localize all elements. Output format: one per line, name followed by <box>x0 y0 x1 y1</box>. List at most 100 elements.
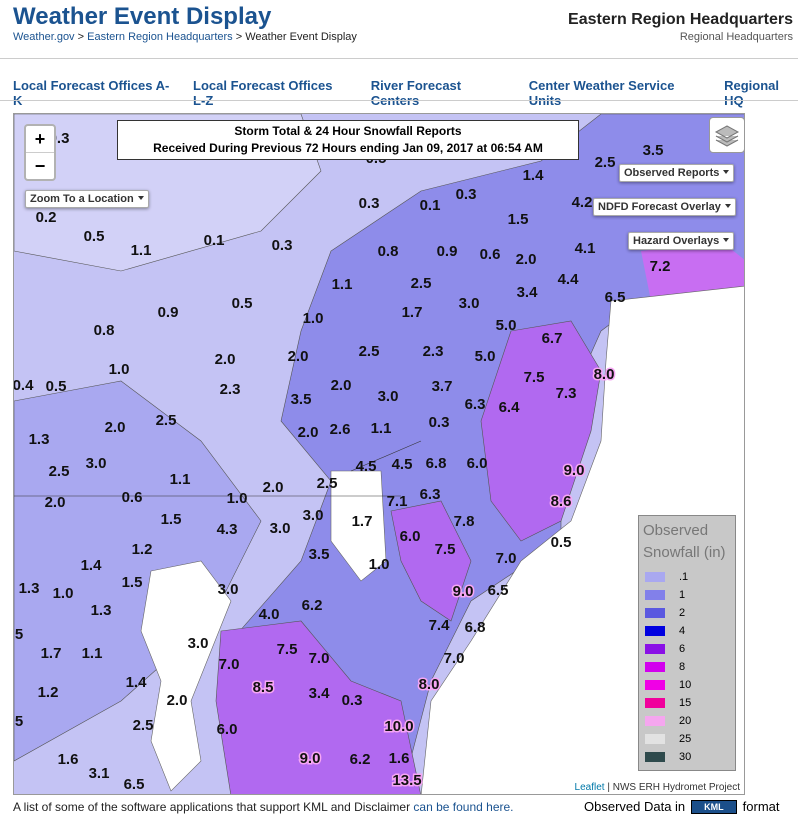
snowfall-label[interactable]: 2.0 <box>167 692 188 709</box>
kml-badge[interactable]: KML <box>691 799 737 814</box>
snowfall-label[interactable]: 2.0 <box>215 351 236 368</box>
snowfall-label[interactable]: 2.5 <box>359 343 380 360</box>
snowfall-label[interactable]: 5.0 <box>475 348 496 365</box>
snowfall-label[interactable]: 3.0 <box>218 581 239 598</box>
footer-link[interactable]: can be found here. <box>413 800 514 814</box>
snowfall-label[interactable]: 2.0 <box>298 424 319 441</box>
snowfall-label[interactable]: 3.0 <box>270 520 291 537</box>
snowfall-label[interactable]: 2.6 <box>330 421 351 438</box>
snowfall-label[interactable]: 6.0 <box>217 721 238 738</box>
snowfall-label[interactable]: 3.0 <box>303 507 324 524</box>
snowfall-label[interactable]: 7.0 <box>219 656 240 673</box>
snowfall-label[interactable]: 3.0 <box>459 295 480 312</box>
snowfall-label[interactable]: 1.2 <box>38 684 59 701</box>
zoom-in[interactable]: + <box>26 126 54 153</box>
snowfall-label[interactable]: 0.1 <box>204 232 225 249</box>
snowfall-label[interactable]: 0.5 <box>551 534 572 551</box>
snowfall-label[interactable]: 6.5 <box>124 776 145 793</box>
snowfall-label[interactable]: 3.1 <box>89 765 110 782</box>
snowfall-label[interactable]: 4.5 <box>392 456 413 473</box>
nav-link[interactable]: Local Forecast Offices L-Z <box>193 78 333 108</box>
snowfall-label[interactable]: 3.7 <box>432 378 453 395</box>
snowfall-label[interactable]: 0.8 <box>94 322 115 339</box>
snowfall-label[interactable]: 3.5 <box>291 391 312 408</box>
snowfall-label[interactable]: 2.0 <box>263 479 284 496</box>
snowfall-label[interactable]: 4.3 <box>217 521 238 538</box>
snowfall-label[interactable]: 1.0 <box>303 310 324 327</box>
snowfall-label[interactable]: 7.5 <box>277 641 298 658</box>
snowfall-label[interactable]: 3.0 <box>378 388 399 405</box>
snowfall-label[interactable]: 1.7 <box>402 304 423 321</box>
snowfall-label[interactable]: 3.4 <box>309 685 331 702</box>
snowfall-label[interactable]: 7.2 <box>650 258 671 275</box>
attribution-link[interactable]: Leaflet <box>574 782 605 793</box>
snowfall-label[interactable]: 4.4 <box>558 271 580 288</box>
snowfall-label[interactable]: 8.5 <box>251 678 275 698</box>
snowfall-label[interactable]: 1.5 <box>122 574 143 591</box>
snowfall-label[interactable]: 0.4 <box>14 377 34 394</box>
breadcrumb-link[interactable]: Weather.gov <box>13 31 75 43</box>
snowfall-label[interactable]: 7.1 <box>387 493 408 510</box>
snowfall-label[interactable]: 9.0 <box>298 749 322 769</box>
snowfall-label[interactable]: 7.8 <box>454 513 475 530</box>
snowfall-label[interactable]: 4.2 <box>572 194 593 211</box>
snowfall-label[interactable]: 8.0 <box>592 365 616 385</box>
snowfall-label[interactable]: 0.5 <box>46 378 67 395</box>
snowfall-label[interactable]: 2.0 <box>105 419 126 436</box>
snowfall-label[interactable]: 9.0 <box>562 461 586 481</box>
snowfall-label[interactable]: 6.0 <box>400 528 421 545</box>
snowfall-label[interactable]: 3.0 <box>188 635 209 652</box>
snowfall-label[interactable]: 1.4 <box>81 557 103 574</box>
snowfall-label[interactable]: 1.0 <box>369 556 390 573</box>
snowfall-label[interactable]: 2.0 <box>288 348 309 365</box>
snowfall-label[interactable]: 3.5 <box>309 546 330 563</box>
snowfall-label[interactable]: 3.0 <box>86 455 107 472</box>
snowfall-label[interactable]: 0.3 <box>272 237 293 254</box>
snowfall-label[interactable]: 6.5 <box>605 289 626 306</box>
snowfall-label[interactable]: 2.5 <box>595 154 616 171</box>
snowfall-label[interactable]: 1.7 <box>41 645 62 662</box>
nav-link[interactable]: Center Weather Service Units <box>528 78 675 108</box>
snowfall-label[interactable]: 6.8 <box>465 619 486 636</box>
nav-link[interactable]: Regional HQ <box>724 78 779 108</box>
menu-button[interactable]: Hazard Overlays <box>628 232 735 250</box>
snowfall-label[interactable]: 1.6 <box>389 750 410 767</box>
snowfall-label[interactable]: 1.2 <box>132 541 153 558</box>
snowfall-label[interactable]: 7.0 <box>496 550 517 567</box>
snowfall-label[interactable]: 10.0 <box>383 717 415 737</box>
nav-link[interactable]: River Forecast Centers <box>370 78 462 108</box>
snowfall-label[interactable]: 6.7 <box>542 330 563 347</box>
snowfall-label[interactable]: 6.0 <box>467 455 488 472</box>
snowfall-label[interactable]: 7.4 <box>429 617 451 634</box>
snowfall-label[interactable]: 0.6 <box>480 246 501 263</box>
snowfall-label[interactable]: 4.5 <box>356 458 377 475</box>
snowfall-label[interactable]: 2.0 <box>45 494 66 511</box>
snowfall-label[interactable]: 1.4 <box>126 674 148 691</box>
snowfall-label[interactable]: 2.5 <box>411 275 432 292</box>
snowfall-label[interactable]: 1.1 <box>82 645 103 662</box>
snowfall-label[interactable]: 3.5 <box>643 142 664 159</box>
snowfall-label[interactable]: 6.3 <box>465 396 486 413</box>
snowfall-label[interactable]: 13.5 <box>391 771 423 791</box>
snowfall-label[interactable]: 6.3 <box>420 486 441 503</box>
snowfall-label[interactable]: 6.4 <box>499 399 521 416</box>
snowfall-label[interactable]: 1.3 <box>19 580 40 597</box>
zoom-out[interactable]: − <box>34 156 46 176</box>
snowfall-label[interactable]: 1.6 <box>58 751 79 768</box>
snowfall-label[interactable]: 2.5 <box>156 412 177 429</box>
snowfall-label[interactable]: 7.0 <box>309 650 330 667</box>
menu-button[interactable]: NDFD Forecast Overlay <box>593 198 736 216</box>
snowfall-label[interactable]: 7.5 <box>435 541 456 558</box>
snowfall-label[interactable]: 2.0 <box>331 377 352 394</box>
snowfall-label[interactable]: 1.3 <box>29 431 50 448</box>
map[interactable]: 0.30.51.42.53.50.30.10.30.20.51.10.10.31… <box>13 113 745 795</box>
snowfall-label[interactable]: 2.5 <box>317 475 338 492</box>
nav-link[interactable]: Local Forecast Offices A-K <box>13 78 170 108</box>
zoom-location[interactable]: Zoom To a Location <box>25 190 149 208</box>
snowfall-label[interactable]: 7.3 <box>556 385 577 402</box>
snowfall-label[interactable]: 8.0 <box>417 675 441 695</box>
snowfall-label[interactable]: 5.0 <box>496 317 517 334</box>
snowfall-label[interactable]: 1.1 <box>131 242 152 259</box>
snowfall-label[interactable]: 0.3 <box>456 186 477 203</box>
snowfall-label[interactable]: 8.6 <box>549 492 573 512</box>
